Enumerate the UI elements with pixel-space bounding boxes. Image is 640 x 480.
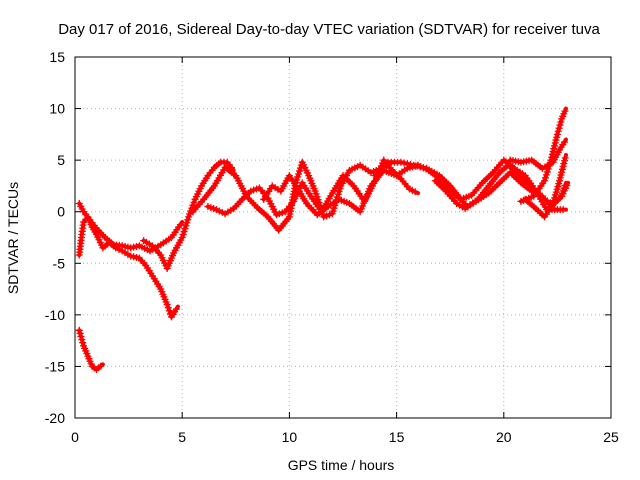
axis-ticks: 0 5 10 15 20 25 -20 -15 -10 -5 0 5 10 15 <box>45 49 619 445</box>
x-axis-label: GPS time / hours <box>288 457 395 473</box>
trace-4 <box>140 158 236 272</box>
grid-lines <box>75 57 611 418</box>
plus-marker <box>77 333 85 341</box>
x-tick-label: 5 <box>178 429 186 445</box>
plus-marker <box>400 159 408 167</box>
x-tick-label: 25 <box>603 429 619 445</box>
trace-3 <box>75 199 185 255</box>
plus-marker <box>553 130 561 138</box>
plus-marker <box>561 154 569 162</box>
plus-marker <box>78 336 86 344</box>
plus-marker <box>413 162 421 170</box>
y-tick-label: -5 <box>53 255 66 271</box>
y-tick-label: -10 <box>45 307 65 323</box>
plus-marker <box>560 138 568 146</box>
plus-marker <box>172 305 180 313</box>
plus-marker <box>97 362 105 370</box>
y-tick-label: 5 <box>57 152 65 168</box>
plus-marker <box>397 158 405 166</box>
plus-marker <box>555 124 563 132</box>
y-tick-label: 0 <box>57 204 65 220</box>
plus-marker <box>176 221 184 229</box>
trace-2 <box>75 213 180 321</box>
y-tick-label: -15 <box>45 358 65 374</box>
y-tick-label: 15 <box>49 49 65 65</box>
plus-marker <box>75 326 83 334</box>
plus-marker <box>407 161 415 169</box>
y-tick-label: 10 <box>49 101 65 117</box>
plus-marker <box>76 329 84 337</box>
plus-marker <box>554 127 562 135</box>
plus-marker <box>419 164 427 172</box>
plus-marker <box>556 121 564 129</box>
trace-5 <box>189 158 395 234</box>
plus-marker <box>410 161 418 169</box>
plus-marker <box>411 188 419 196</box>
y-tick-label: -20 <box>45 410 65 426</box>
plus-marker <box>416 163 424 171</box>
x-tick-label: 20 <box>496 429 512 445</box>
plus-marker <box>559 206 567 214</box>
trace-9 <box>431 169 571 213</box>
plus-marker <box>403 160 411 168</box>
x-tick-label: 10 <box>282 429 298 445</box>
plus-marker <box>79 339 87 347</box>
y-axis-label: SDTVAR / TECUs <box>5 182 21 294</box>
x-tick-label: 15 <box>389 429 405 445</box>
plus-marker <box>563 182 571 190</box>
plus-marker <box>164 304 172 312</box>
plus-marker <box>163 301 171 309</box>
plus-marker <box>557 118 565 126</box>
trace-1 <box>75 326 105 374</box>
plus-marker <box>561 107 569 115</box>
plus-marker <box>165 307 173 315</box>
plot-frame <box>74 56 612 419</box>
trace-12 <box>517 106 569 205</box>
x-tick-label: 0 <box>71 429 79 445</box>
chart-title: Day 017 of 2016, Sidereal Day-to-day VTE… <box>58 21 600 38</box>
data-traces <box>75 106 571 374</box>
